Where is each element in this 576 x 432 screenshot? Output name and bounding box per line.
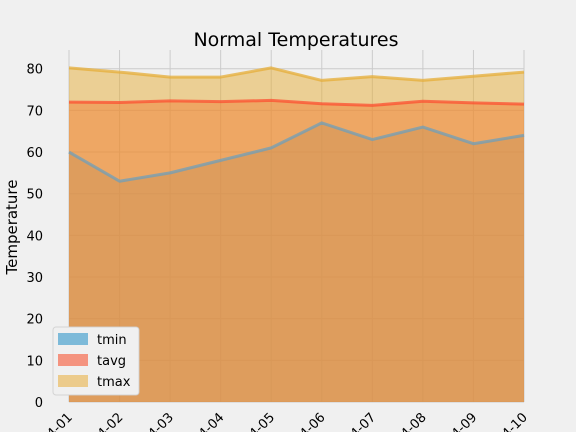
- x-tick-label: 04-07: [342, 410, 379, 432]
- y-tick-label: 50: [26, 188, 43, 203]
- x-tick-label: 04-06: [291, 410, 328, 432]
- x-tick-label: 04-08: [392, 410, 429, 432]
- y-tick-label: 70: [26, 104, 43, 119]
- y-axis-ticks: 0 10 20 30 40 50 60 70 80: [26, 63, 43, 411]
- legend-swatch-tavg: [58, 354, 88, 366]
- legend-label-tavg: tavg: [97, 354, 126, 369]
- line-tmax: [68, 66, 525, 82]
- line-tmin: [68, 121, 525, 183]
- y-tick-label: 0: [35, 396, 43, 411]
- legend-swatch-tmax: [58, 375, 88, 387]
- area-tmax: [69, 67, 524, 403]
- line-tavg: [68, 98, 525, 107]
- y-tick-label: 40: [26, 229, 43, 244]
- y-tick-label: 30: [26, 271, 43, 286]
- x-axis-ticks: 04-01 04-02 04-03 04-04 04-05 04-06 04-07 04-08…: [39, 410, 531, 432]
- chart-title: Normal Temperatures: [193, 29, 398, 51]
- legend-label-tmax: tmax: [97, 375, 131, 390]
- x-tick-label: 04-01: [39, 410, 76, 432]
- legend: tmin tavg tmax: [52, 326, 140, 396]
- series-lines: [68, 66, 525, 183]
- y-tick-label: 60: [26, 146, 43, 161]
- y-tick-label: 20: [26, 313, 43, 328]
- x-tick-label: 04-02: [89, 410, 126, 432]
- y-tick-label: 10: [26, 354, 43, 369]
- x-tick-label: 04-05: [241, 410, 278, 432]
- y-tick-label: 80: [26, 63, 43, 78]
- x-tick-label: 04-03: [140, 410, 177, 432]
- y-axis-label: Temperature: [3, 179, 21, 275]
- area-fills: [69, 67, 524, 403]
- x-tick-label: 04-09: [443, 410, 480, 432]
- legend-swatch-tmin: [58, 333, 88, 345]
- legend-label-tmin: tmin: [97, 333, 127, 348]
- x-tick-label: 04-10: [494, 410, 531, 432]
- x-tick-label: 04-04: [190, 410, 227, 432]
